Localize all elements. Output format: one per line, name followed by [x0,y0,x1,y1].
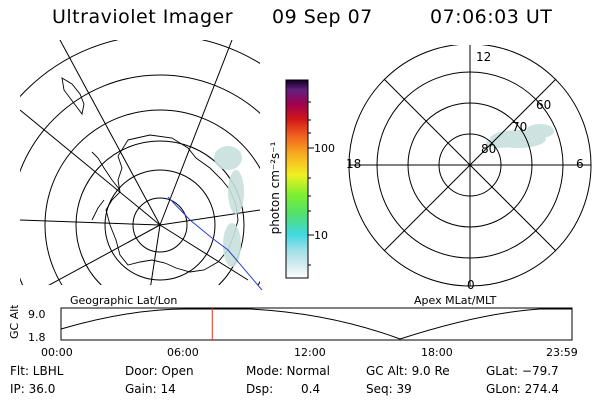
colorbar: 100 10 photon cm⁻²s⁻¹ [268,79,335,279]
nadir-track-line [167,196,263,291]
gain-info: Gain: 14 [125,382,176,396]
time-tick-label: 06:00 [167,346,199,359]
colorbar-tick-label: 100 [314,142,335,155]
colorbar-ticks [308,101,314,266]
meridian-line [159,40,233,226]
latitude-circle [104,169,216,281]
meridian-line [159,209,260,226]
altitude-tick-low: 1.8 [28,331,46,344]
time-label: 07:06:03 UT [430,6,553,28]
aurora-emission [486,124,554,148]
apex-polar-plot: 12 18 6 0 80 70 60 [346,45,592,292]
time-tick-label: 12:00 [294,346,326,359]
south-america-coastline [61,77,85,116]
latitude-circle [20,74,260,285]
mlt-line-diagonal [383,78,557,252]
altitude-curve [60,308,572,340]
antarctica-coastline [105,134,239,273]
geographic-map [20,40,263,291]
mlt-label-bottom: 0 [467,278,475,292]
mlt-label-left: 18 [346,157,361,171]
mlt-label-top: 12 [476,50,491,64]
mode-info: Mode: Normal [246,364,330,378]
filter-info: Flt: LBHL [10,364,64,378]
time-tick-label: 00:00 [41,346,73,359]
colorbar-tick-label: 10 [314,229,328,242]
meridian-line [159,224,249,281]
mlat-label-80: 80 [481,142,496,156]
mlat-label-70: 70 [512,120,527,134]
meridian-line [150,224,161,285]
geographic-panel-label: Geographic Lat/Lon [70,294,178,307]
altitude-tick-high: 9.0 [28,308,46,321]
altitude-plot: GC Alt 9.0 1.8 00:00 06:00 12:00 18:00 2… [8,305,578,359]
dsp-value: 0.4 [301,382,321,396]
altitude-plot-frame [60,307,573,341]
glat-info: GLat: −79.7 [486,364,559,378]
latitude-circle [132,197,188,253]
latitude-circle [75,140,245,285]
dsp-label: Dsp: [246,382,274,396]
colorbar-gradient [285,79,309,279]
time-tick-label: 18:00 [421,346,453,359]
meridian-line [59,40,161,226]
glon-info: GLon: 274.4 [486,382,559,396]
door-info: Door: Open [125,364,194,378]
meridian-line [20,219,161,226]
meridian-line [20,109,161,226]
altitude-axis-label: GC Alt [8,305,21,339]
ip-info: IP: 36.0 [10,382,56,396]
gc-alt-info: GC Alt: 9.0 Re [366,364,450,378]
antarctic-peninsula-coastline [91,151,121,221]
mlat-label-60: 60 [536,98,551,112]
meridian-line [48,224,161,285]
colorbar-unit-label: photon cm⁻²s⁻¹ [268,141,282,234]
date-label: 09 Sep 07 [272,6,373,28]
apex-panel-label: Apex MLat/MLT [414,294,497,307]
seq-info: Seq: 39 [366,382,412,396]
mlt-label-right: 6 [576,157,584,171]
aurora-emission [214,146,244,267]
instrument-title: Ultraviolet Imager [52,6,234,28]
latitude-circle [44,109,260,285]
time-tick-label: 23:59 [546,346,578,359]
